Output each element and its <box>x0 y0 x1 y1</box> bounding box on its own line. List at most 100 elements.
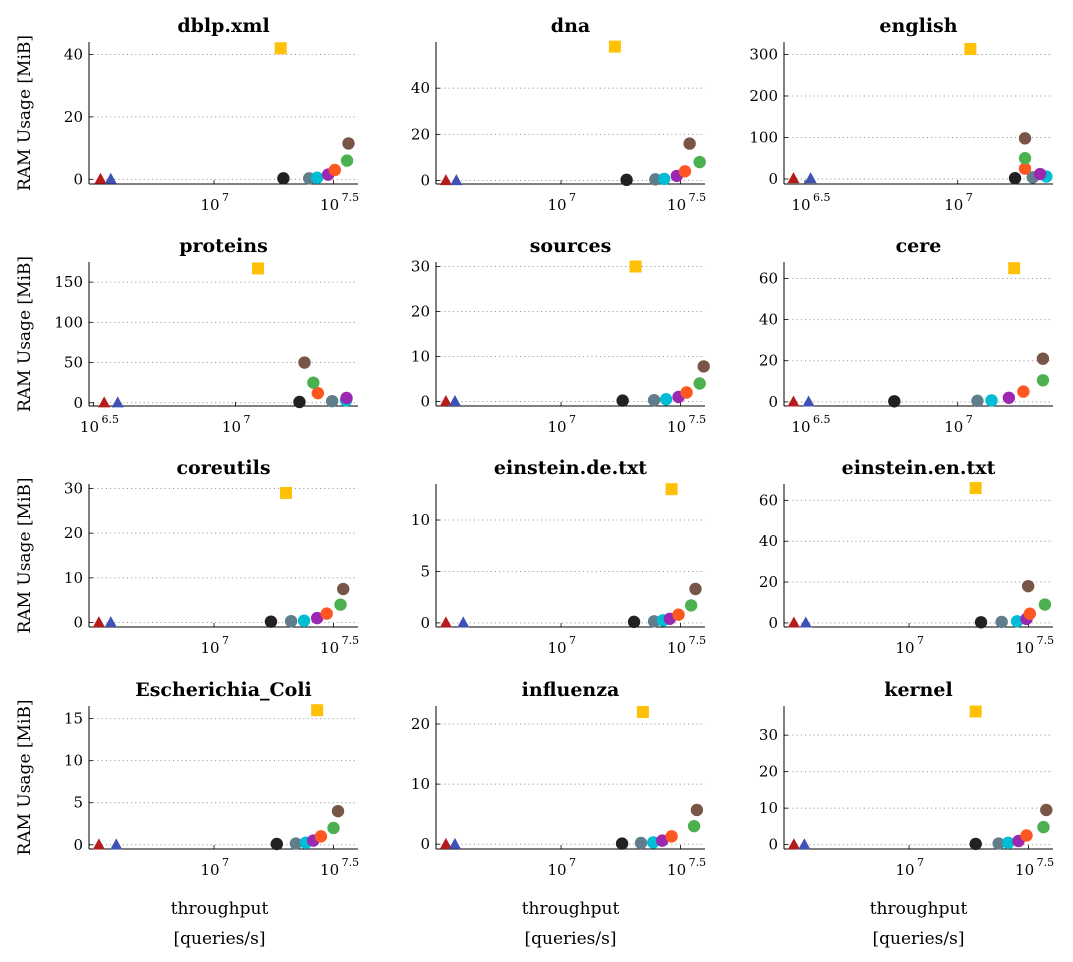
point-purple <box>1033 167 1047 181</box>
x-tick-exponent: 7.5 <box>1037 856 1055 869</box>
point-square <box>311 704 324 717</box>
x-tick-label: 10 <box>547 418 566 436</box>
y-tick-label: 0 <box>768 170 778 188</box>
x-tick-label: 10 <box>667 861 686 879</box>
point-black <box>264 615 278 628</box>
x-tick-exponent: 7.5 <box>342 856 360 869</box>
point-green <box>693 155 706 169</box>
subplot-title: proteins <box>179 235 268 257</box>
subplot-title: sources <box>530 235 612 257</box>
y-tick-label: 150 <box>54 273 83 291</box>
y-tick-label: 10 <box>411 511 430 529</box>
y-tick-label: 30 <box>411 258 430 276</box>
x-tick-label: 10 <box>80 418 99 436</box>
point-brown <box>1036 352 1050 365</box>
y-tick-label: 20 <box>759 763 778 781</box>
point-slate <box>995 615 1008 629</box>
point-square <box>608 40 621 53</box>
y-tick-label: 0 <box>73 394 83 412</box>
x-tick-label: 10 <box>547 639 566 657</box>
point-triangle <box>92 616 105 628</box>
x-axis-label: throughput <box>522 899 620 919</box>
point-orange <box>311 386 325 400</box>
point-green <box>340 154 354 167</box>
point-black <box>293 395 306 409</box>
point-green <box>307 376 320 389</box>
y-tick-label: 5 <box>73 794 83 812</box>
point-triangle <box>98 396 111 408</box>
point-brown <box>342 137 355 150</box>
y-tick-label: 100 <box>54 313 83 331</box>
point-square <box>636 706 649 719</box>
point-triangle <box>802 395 815 407</box>
x-tick-exponent: 7 <box>966 191 973 204</box>
point-triangle <box>439 837 452 849</box>
point-brown <box>337 582 350 596</box>
y-tick-label: 30 <box>759 726 778 744</box>
y-tick-label: 0 <box>73 614 83 632</box>
y-tick-label: 40 <box>759 532 778 550</box>
point-slate <box>647 393 661 407</box>
y-tick-label: 10 <box>411 775 430 793</box>
y-tick-label: 15 <box>64 710 83 728</box>
point-square <box>969 705 982 718</box>
x-tick-label: 10 <box>200 639 219 657</box>
point-orange <box>314 830 328 843</box>
x-tick-exponent: 7 <box>569 856 576 869</box>
point-cyan <box>985 394 998 407</box>
point-black <box>277 172 290 185</box>
point-triangle <box>787 172 800 184</box>
x-tick-label: 10 <box>320 639 339 657</box>
x-tick-exponent: 7 <box>917 634 924 647</box>
x-axis-label: throughput <box>870 899 968 919</box>
point-cyan <box>1002 836 1015 849</box>
point-green <box>684 599 698 612</box>
point-slate <box>289 837 303 850</box>
x-tick-exponent: 7.5 <box>1037 634 1055 647</box>
point-square <box>251 262 264 275</box>
x-tick-label: 10 <box>1015 639 1034 657</box>
point-black <box>627 615 641 629</box>
y-tick-label: 10 <box>64 752 83 770</box>
point-orange <box>1023 607 1037 620</box>
point-orange <box>672 608 685 621</box>
y-tick-label: 200 <box>749 87 778 105</box>
x-tick-exponent: 7 <box>569 634 576 647</box>
point-black <box>615 837 629 850</box>
point-square <box>969 482 982 495</box>
point-purple <box>1002 391 1016 404</box>
y-tick-label: 20 <box>411 303 430 321</box>
x-tick-exponent: 7.5 <box>342 191 360 204</box>
subplot-title: dblp.xml <box>177 15 269 37</box>
point-orange <box>1018 162 1032 175</box>
y-tick-label: 10 <box>64 569 83 587</box>
point-triangle <box>110 838 123 850</box>
point-brown <box>689 582 702 596</box>
y-tick-label: 40 <box>64 45 83 63</box>
x-tick-label: 10 <box>200 861 219 879</box>
y-tick-label: 0 <box>768 614 778 632</box>
y-tick-label: 0 <box>73 170 83 188</box>
x-tick-label: 10 <box>667 196 686 214</box>
y-tick-label: 60 <box>759 269 778 287</box>
point-square <box>665 483 678 496</box>
x-tick-label: 10 <box>895 861 914 879</box>
point-slate <box>634 836 648 850</box>
point-black <box>620 173 633 187</box>
y-tick-label: 20 <box>64 108 83 126</box>
point-green <box>1036 374 1050 387</box>
subplot-title: einstein.en.txt <box>842 457 996 479</box>
y-tick-label: 0 <box>768 393 778 411</box>
point-orange <box>1017 385 1030 398</box>
point-cyan <box>310 171 324 184</box>
x-tick-exponent: 7 <box>222 191 229 204</box>
y-tick-label: 100 <box>749 128 778 146</box>
